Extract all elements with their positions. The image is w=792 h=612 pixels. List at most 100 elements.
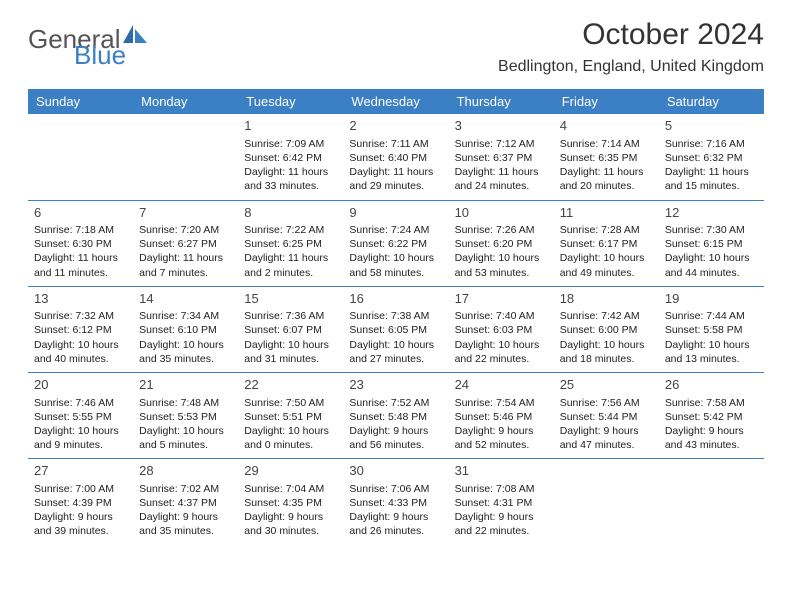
- day-number: 3: [455, 117, 548, 135]
- day-header-row: Sunday Monday Tuesday Wednesday Thursday…: [28, 89, 764, 114]
- calendar-cell: 19Sunrise: 7:44 AMSunset: 5:58 PMDayligh…: [659, 286, 764, 372]
- day-number: 12: [665, 204, 758, 222]
- cell-d2: and 22 minutes.: [455, 524, 548, 538]
- cell-ss: Sunset: 4:37 PM: [139, 496, 232, 510]
- cell-sr: Sunrise: 7:26 AM: [455, 223, 548, 237]
- cell-d2: and 56 minutes.: [349, 438, 442, 452]
- cell-d2: and 29 minutes.: [349, 179, 442, 193]
- cell-ss: Sunset: 6:17 PM: [560, 237, 653, 251]
- cell-ss: Sunset: 4:33 PM: [349, 496, 442, 510]
- cell-d1: Daylight: 10 hours: [560, 338, 653, 352]
- calendar-cell: 10Sunrise: 7:26 AMSunset: 6:20 PMDayligh…: [449, 200, 554, 286]
- day-number: 17: [455, 290, 548, 308]
- cell-sr: Sunrise: 7:22 AM: [244, 223, 337, 237]
- day-header: Thursday: [449, 89, 554, 114]
- cell-ss: Sunset: 4:31 PM: [455, 496, 548, 510]
- cell-ss: Sunset: 5:48 PM: [349, 410, 442, 424]
- calendar-cell: 26Sunrise: 7:58 AMSunset: 5:42 PMDayligh…: [659, 372, 764, 458]
- day-header: Saturday: [659, 89, 764, 114]
- calendar-cell: 30Sunrise: 7:06 AMSunset: 4:33 PMDayligh…: [343, 459, 448, 545]
- cell-ss: Sunset: 6:20 PM: [455, 237, 548, 251]
- cell-sr: Sunrise: 7:08 AM: [455, 482, 548, 496]
- cell-sr: Sunrise: 7:40 AM: [455, 309, 548, 323]
- cell-d1: Daylight: 10 hours: [139, 338, 232, 352]
- day-number: 11: [560, 204, 653, 222]
- cell-sr: Sunrise: 7:58 AM: [665, 396, 758, 410]
- cell-d2: and 33 minutes.: [244, 179, 337, 193]
- cell-sr: Sunrise: 7:34 AM: [139, 309, 232, 323]
- cell-sr: Sunrise: 7:14 AM: [560, 137, 653, 151]
- cell-sr: Sunrise: 7:48 AM: [139, 396, 232, 410]
- cell-d2: and 35 minutes.: [139, 352, 232, 366]
- cell-ss: Sunset: 5:53 PM: [139, 410, 232, 424]
- day-number: 29: [244, 462, 337, 480]
- cell-d2: and 43 minutes.: [665, 438, 758, 452]
- cell-d2: and 15 minutes.: [665, 179, 758, 193]
- calendar-week-row: 13Sunrise: 7:32 AMSunset: 6:12 PMDayligh…: [28, 286, 764, 372]
- calendar-cell: 5Sunrise: 7:16 AMSunset: 6:32 PMDaylight…: [659, 114, 764, 200]
- cell-d2: and 24 minutes.: [455, 179, 548, 193]
- cell-sr: Sunrise: 7:54 AM: [455, 396, 548, 410]
- cell-ss: Sunset: 5:44 PM: [560, 410, 653, 424]
- cell-d2: and 52 minutes.: [455, 438, 548, 452]
- cell-ss: Sunset: 6:22 PM: [349, 237, 442, 251]
- cell-d1: Daylight: 11 hours: [34, 251, 127, 265]
- calendar-cell: 14Sunrise: 7:34 AMSunset: 6:10 PMDayligh…: [133, 286, 238, 372]
- cell-d2: and 30 minutes.: [244, 524, 337, 538]
- calendar-week-row: 20Sunrise: 7:46 AMSunset: 5:55 PMDayligh…: [28, 372, 764, 458]
- cell-sr: Sunrise: 7:44 AM: [665, 309, 758, 323]
- day-number: 7: [139, 204, 232, 222]
- cell-d1: Daylight: 11 hours: [560, 165, 653, 179]
- cell-ss: Sunset: 6:07 PM: [244, 323, 337, 337]
- day-number: 23: [349, 376, 442, 394]
- cell-d1: Daylight: 10 hours: [34, 338, 127, 352]
- cell-d2: and 53 minutes.: [455, 266, 548, 280]
- calendar-page: General October 2024 Bedlington, England…: [0, 0, 792, 555]
- cell-d2: and 5 minutes.: [139, 438, 232, 452]
- cell-d2: and 26 minutes.: [349, 524, 442, 538]
- calendar-cell: 17Sunrise: 7:40 AMSunset: 6:03 PMDayligh…: [449, 286, 554, 372]
- calendar-cell: 7Sunrise: 7:20 AMSunset: 6:27 PMDaylight…: [133, 200, 238, 286]
- cell-sr: Sunrise: 7:16 AM: [665, 137, 758, 151]
- cell-sr: Sunrise: 7:56 AM: [560, 396, 653, 410]
- calendar-cell: 6Sunrise: 7:18 AMSunset: 6:30 PMDaylight…: [28, 200, 133, 286]
- cell-d1: Daylight: 9 hours: [560, 424, 653, 438]
- day-number: 8: [244, 204, 337, 222]
- cell-d1: Daylight: 9 hours: [139, 510, 232, 524]
- calendar-cell: 11Sunrise: 7:28 AMSunset: 6:17 PMDayligh…: [554, 200, 659, 286]
- cell-d1: Daylight: 10 hours: [349, 251, 442, 265]
- brand-text-2: Blue: [74, 40, 126, 70]
- calendar-cell: 2Sunrise: 7:11 AMSunset: 6:40 PMDaylight…: [343, 114, 448, 200]
- day-number: 16: [349, 290, 442, 308]
- cell-d2: and 31 minutes.: [244, 352, 337, 366]
- calendar-cell: [659, 459, 764, 545]
- cell-ss: Sunset: 6:37 PM: [455, 151, 548, 165]
- cell-ss: Sunset: 5:58 PM: [665, 323, 758, 337]
- brand-sail-icon: [123, 25, 149, 52]
- cell-d1: Daylight: 10 hours: [244, 338, 337, 352]
- day-number: 13: [34, 290, 127, 308]
- day-header: Monday: [133, 89, 238, 114]
- cell-d2: and 58 minutes.: [349, 266, 442, 280]
- day-number: 10: [455, 204, 548, 222]
- calendar-week-row: 27Sunrise: 7:00 AMSunset: 4:39 PMDayligh…: [28, 459, 764, 545]
- day-number: 19: [665, 290, 758, 308]
- cell-sr: Sunrise: 7:20 AM: [139, 223, 232, 237]
- calendar-cell: 16Sunrise: 7:38 AMSunset: 6:05 PMDayligh…: [343, 286, 448, 372]
- day-header: Sunday: [28, 89, 133, 114]
- day-number: 24: [455, 376, 548, 394]
- calendar-cell: [28, 114, 133, 200]
- calendar-cell: 15Sunrise: 7:36 AMSunset: 6:07 PMDayligh…: [238, 286, 343, 372]
- cell-d1: Daylight: 9 hours: [244, 510, 337, 524]
- cell-ss: Sunset: 5:55 PM: [34, 410, 127, 424]
- cell-d1: Daylight: 9 hours: [349, 510, 442, 524]
- cell-sr: Sunrise: 7:06 AM: [349, 482, 442, 496]
- cell-sr: Sunrise: 7:28 AM: [560, 223, 653, 237]
- cell-d1: Daylight: 10 hours: [349, 338, 442, 352]
- cell-d2: and 0 minutes.: [244, 438, 337, 452]
- cell-d1: Daylight: 9 hours: [455, 510, 548, 524]
- cell-sr: Sunrise: 7:12 AM: [455, 137, 548, 151]
- cell-d1: Daylight: 9 hours: [349, 424, 442, 438]
- calendar-cell: 20Sunrise: 7:46 AMSunset: 5:55 PMDayligh…: [28, 372, 133, 458]
- cell-sr: Sunrise: 7:09 AM: [244, 137, 337, 151]
